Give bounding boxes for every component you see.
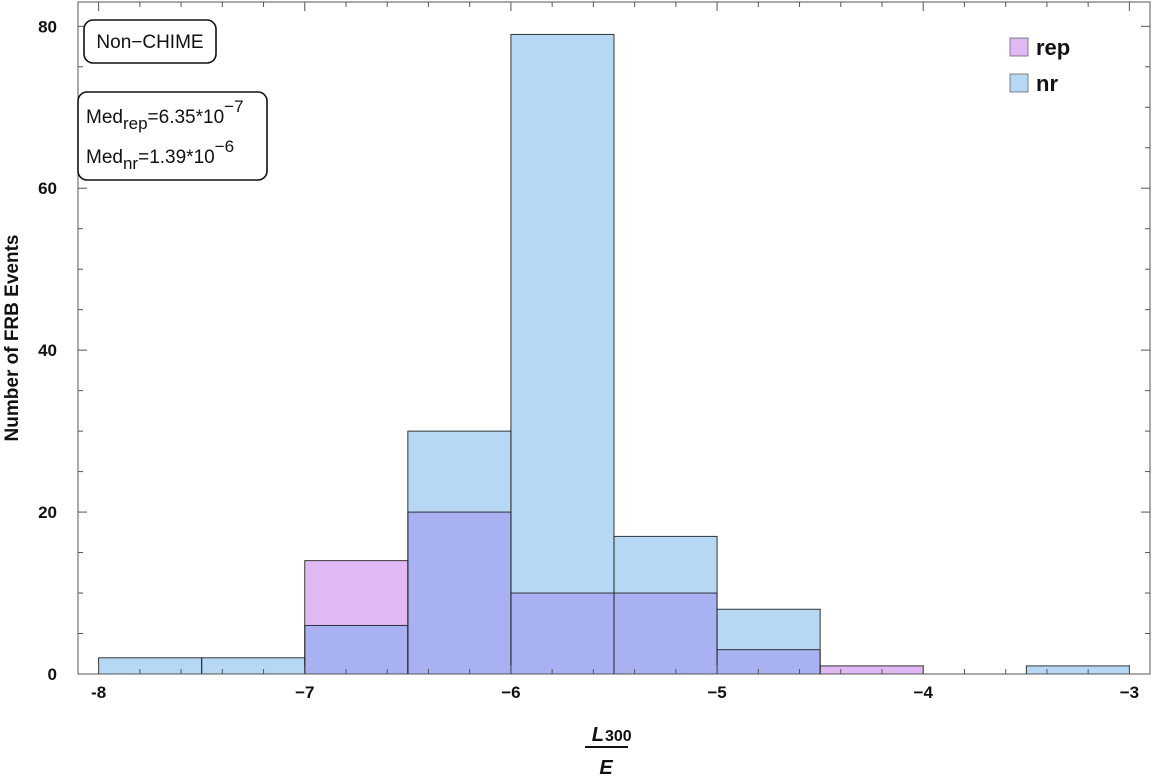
sample-label-box: Non−CHIME [83,19,217,64]
median-rep-label: Med [86,107,123,128]
bar-overlap [304,625,408,674]
bar-overlap [717,649,821,674]
x-tick-label: −5 [707,683,726,702]
median-nr-subscript: nr [123,154,138,173]
bar-overlap [614,593,718,674]
legend-swatch-nr [1009,73,1029,93]
bar-nr [510,34,614,674]
plot-frame [77,1,1151,675]
bar-nr [98,657,202,674]
y-tick-label: 80 [38,17,57,36]
x-axis-title: L 300 E [585,724,632,777]
x-axis-ticks: -8 −7 −6 −5 −4 −3 [91,2,1139,702]
y-tick-label: 40 [38,341,57,360]
x-axis-title-denominator: E [599,757,613,777]
median-rep-value: =6.35*10 [148,107,225,128]
bar-overlap [407,512,511,674]
median-annotation-frame [77,91,268,181]
bar-rep [820,665,924,674]
legend-swatch-rep [1009,37,1029,57]
median-nr-value: =1.39*10 [138,147,215,168]
x-axis-title-numerator-sub: 300 [605,728,632,745]
bar-overlap [510,593,614,674]
x-tick-label: −7 [295,683,314,702]
median-nr-exponent: −6 [215,137,234,156]
y-axis-title: Number of FRB Events [2,235,23,442]
x-tick-label: −6 [501,683,520,702]
overlap-bars [304,512,821,674]
median-nr-label: Med [86,147,123,168]
x-tick-label: -8 [91,683,106,702]
y-tick-label: 60 [38,179,57,198]
median-rep-text: Medrep=6.35*10−7 [86,97,244,133]
y-tick-label: 0 [48,665,57,684]
bar-nr [1026,665,1130,674]
median-rep-exponent: −7 [224,97,243,116]
legend-label-rep: rep [1036,35,1070,60]
legend-label-nr: nr [1036,71,1058,96]
bar-nr [201,657,305,674]
median-nr-text: Mednr=1.39*10−6 [86,137,234,173]
y-tick-label: 20 [38,503,57,522]
x-axis-title-numerator: L [592,724,604,746]
median-annotation-box: Medrep=6.35*10−7 Mednr=1.39*10−6 [77,91,268,181]
sample-label-frame [83,19,217,64]
median-rep-subscript: rep [123,114,148,133]
legend: rep nr [1009,35,1070,96]
sample-label-text: Non−CHIME [96,32,203,53]
y-axis-ticks: 0 20 40 60 80 [38,17,1150,684]
x-tick-label: −3 [1120,683,1139,702]
x-tick-label: −4 [914,683,934,702]
